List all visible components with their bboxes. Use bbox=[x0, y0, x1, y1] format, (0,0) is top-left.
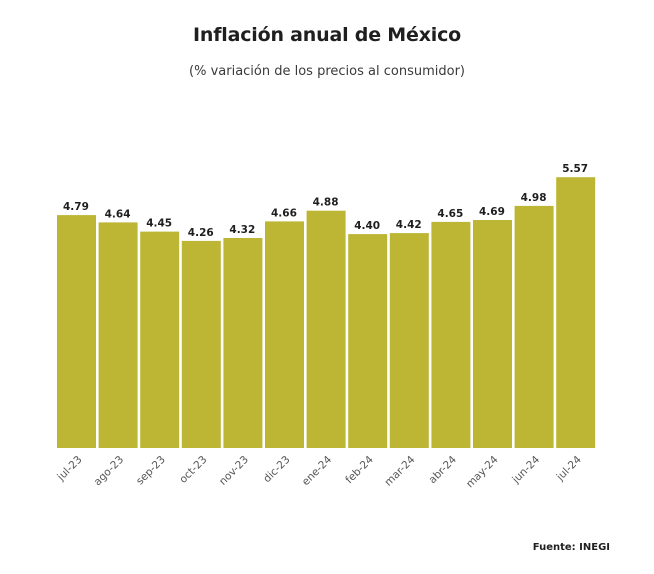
bar-jul-23 bbox=[57, 215, 96, 448]
data-label-ene-24: 4.88 bbox=[313, 197, 339, 209]
x-tick-jul-24: jul-24 bbox=[554, 453, 584, 483]
x-tick-abr-24: abr-24 bbox=[427, 453, 460, 486]
data-label-nov-23: 4.32 bbox=[229, 224, 255, 236]
x-tick-may-24: may-24 bbox=[464, 453, 501, 490]
bar-ago-23 bbox=[98, 222, 138, 448]
data-label-jun-24: 4.98 bbox=[521, 192, 547, 204]
bar-jun-24 bbox=[514, 205, 554, 448]
chart-subtitle: (% variación de los precios al consumido… bbox=[189, 64, 465, 79]
bar-abr-24 bbox=[431, 221, 471, 448]
data-label-dic-23: 4.66 bbox=[271, 207, 297, 219]
x-tick-oct-23: oct-23 bbox=[177, 454, 209, 486]
x-tick-feb-24: feb-24 bbox=[343, 453, 376, 486]
data-label-may-24: 4.69 bbox=[479, 206, 505, 218]
bar-oct-23 bbox=[181, 240, 221, 448]
data-label-oct-23: 4.26 bbox=[188, 227, 214, 239]
bar-nov-23 bbox=[223, 238, 263, 448]
source-label: Fuente: INEGI bbox=[532, 542, 610, 553]
chart-title: Inflación anual de México bbox=[193, 24, 461, 46]
bar-sep-23 bbox=[140, 231, 180, 448]
bar-ene-24 bbox=[306, 210, 346, 448]
data-label-ago-23: 4.64 bbox=[105, 208, 131, 220]
x-axis-tick-labels: jul-23 ago-23 sep-23 oct-23 nov-23 dic-23 ene-… bbox=[54, 453, 584, 490]
x-tick-jul-23: jul-23 bbox=[54, 454, 84, 484]
x-tick-jun-24: jun-24 bbox=[509, 453, 542, 486]
x-tick-ago-23: ago-23 bbox=[92, 454, 127, 489]
x-tick-dic-23: dic-23 bbox=[261, 454, 292, 485]
data-label-jul-24: 5.57 bbox=[562, 163, 588, 175]
bars-layer bbox=[57, 177, 596, 448]
bar-dic-23 bbox=[265, 221, 304, 448]
data-label-jul-23: 4.79 bbox=[63, 201, 89, 213]
bar-mar-24 bbox=[389, 233, 429, 448]
value-labels-layer: 4.79 4.64 4.45 4.26 4.32 4.66 4.88 4.40 4.42 4.65… bbox=[63, 163, 588, 239]
data-label-sep-23: 4.45 bbox=[146, 218, 172, 230]
bar-feb-24 bbox=[348, 234, 388, 448]
x-tick-sep-23: sep-23 bbox=[134, 454, 168, 488]
data-label-feb-24: 4.40 bbox=[354, 220, 380, 232]
bar-jul-24 bbox=[556, 177, 596, 448]
x-tick-mar-24: mar-24 bbox=[382, 453, 417, 488]
x-tick-nov-23: nov-23 bbox=[217, 454, 251, 488]
data-label-mar-24: 4.42 bbox=[396, 219, 422, 231]
bar-may-24 bbox=[473, 220, 512, 448]
data-label-abr-24: 4.65 bbox=[437, 208, 463, 220]
x-tick-ene-24: ene-24 bbox=[300, 453, 335, 488]
